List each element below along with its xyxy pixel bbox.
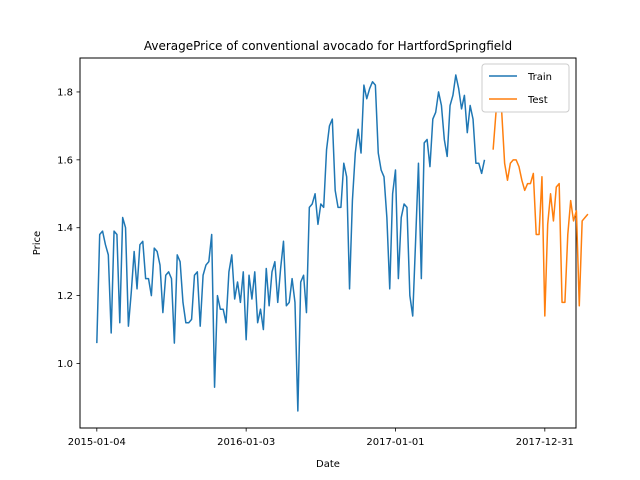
x-tick-label: 2015-01-04 xyxy=(68,437,126,448)
legend-label-train: Train xyxy=(527,72,552,83)
y-tick-label: 1.4 xyxy=(57,223,73,234)
y-axis: 1.0 1.2 1.4 1.6 1.8 xyxy=(57,87,80,370)
series-layer xyxy=(96,74,589,412)
y-tick-label: 1.2 xyxy=(57,291,73,302)
plot-area xyxy=(79,57,577,429)
y-tick-label: 1.6 xyxy=(57,155,73,166)
x-axis: 2015-01-04 2016-01-03 2017-01-01 2017-12-31 xyxy=(68,428,574,448)
x-tick-label: 2016-01-03 xyxy=(217,437,275,448)
series-line-train xyxy=(96,74,486,412)
x-tick-label: 2017-01-01 xyxy=(366,437,424,448)
legend-label-test: Test xyxy=(527,95,548,106)
series-line-test xyxy=(492,97,589,317)
x-axis-label: Date xyxy=(316,459,340,470)
legend-box xyxy=(481,63,570,113)
y-tick-label: 1.0 xyxy=(57,359,73,370)
y-tick-label: 1.8 xyxy=(57,87,73,98)
x-tick-label: 2017-12-31 xyxy=(516,437,574,448)
legend: Train Test xyxy=(481,63,570,113)
chart-title: AveragePrice of conventional avocado for… xyxy=(144,39,512,53)
y-axis-label: Price xyxy=(32,231,43,255)
